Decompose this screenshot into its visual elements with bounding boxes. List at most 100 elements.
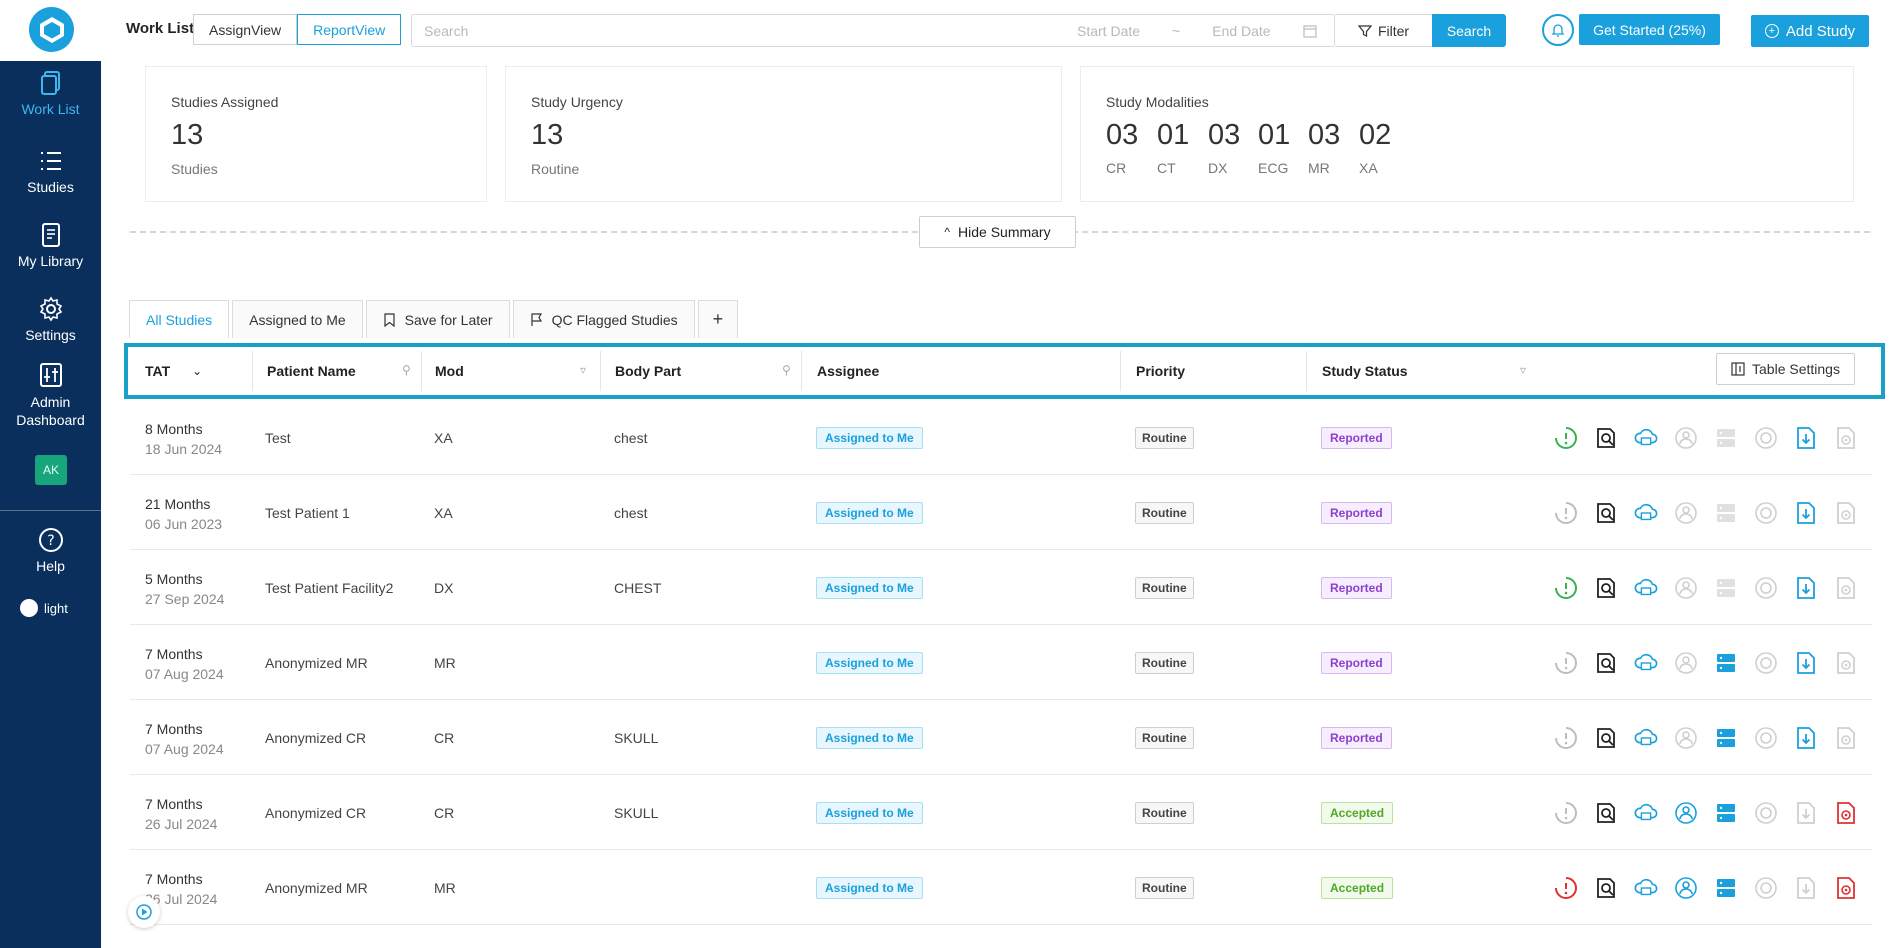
table-row[interactable]: 7 Months 26 Jul 2024 Anonymized CR CR SK… [130, 775, 1872, 850]
patient-name-cell[interactable]: Anonymized CR [265, 730, 367, 746]
sidebar-item-worklist[interactable]: Work List [0, 70, 101, 117]
tab-all-studies[interactable]: All Studies [129, 300, 230, 338]
notifications-button[interactable] [1542, 14, 1574, 46]
tat-clock-icon[interactable] [1554, 426, 1578, 450]
header-body-part[interactable]: Body Part [615, 363, 682, 379]
report-status-icon[interactable] [1834, 426, 1858, 450]
tat-clock-icon[interactable] [1554, 576, 1578, 600]
search-input[interactable] [412, 15, 1052, 46]
report-search-icon[interactable] [1594, 576, 1618, 600]
report-status-icon[interactable] [1834, 801, 1858, 825]
tat-clock-icon[interactable] [1554, 726, 1578, 750]
assignee-badge[interactable]: Assigned to Me [816, 577, 923, 599]
download-report-icon[interactable] [1794, 576, 1818, 600]
filter-icon[interactable]: ▿ [580, 363, 587, 377]
tab-qc-flagged[interactable]: QC Flagged Studies [512, 300, 695, 338]
report-status-icon[interactable] [1834, 576, 1858, 600]
table-row[interactable]: 8 Months 18 Jun 2024 Test XA chest Assig… [130, 400, 1872, 475]
patient-name-cell[interactable]: Anonymized CR [265, 805, 367, 821]
server-icon[interactable] [1714, 651, 1738, 675]
tat-clock-icon[interactable] [1554, 501, 1578, 525]
sidebar-item-admin-dashboard[interactable]: Admin Dashboard [0, 362, 101, 429]
filter-button[interactable]: Filter [1335, 14, 1433, 47]
tab-assigned-to-me[interactable]: Assigned to Me [232, 300, 363, 338]
report-status-icon[interactable] [1834, 651, 1858, 675]
assignee-badge[interactable]: Assigned to Me [816, 877, 923, 899]
report-search-icon[interactable] [1594, 651, 1618, 675]
history-icon[interactable] [1754, 501, 1778, 525]
cloud-viewer-icon[interactable] [1634, 501, 1658, 525]
assign-user-icon[interactable] [1674, 426, 1698, 450]
history-icon[interactable] [1754, 876, 1778, 900]
history-icon[interactable] [1754, 651, 1778, 675]
header-mod[interactable]: Mod [435, 363, 464, 379]
chevron-down-icon[interactable]: ⌄ [192, 364, 203, 378]
report-search-icon[interactable] [1594, 426, 1618, 450]
get-started-button[interactable]: Get Started (25%) [1579, 14, 1720, 45]
assignee-badge[interactable]: Assigned to Me [816, 802, 923, 824]
header-tat[interactable]: TAT ⌄ [145, 363, 203, 379]
app-logo[interactable] [29, 7, 74, 52]
assignee-badge[interactable]: Assigned to Me [816, 727, 923, 749]
cloud-viewer-icon[interactable] [1634, 801, 1658, 825]
download-report-icon[interactable] [1794, 876, 1818, 900]
assignee-badge[interactable]: Assigned to Me [816, 502, 923, 524]
add-study-button[interactable]: + Add Study [1751, 15, 1869, 47]
server-icon[interactable] [1714, 726, 1738, 750]
start-date-field[interactable]: Start Date [1077, 22, 1141, 39]
search-button[interactable]: Search [1432, 14, 1506, 47]
report-view-button[interactable]: ReportView [297, 14, 402, 45]
assignee-badge[interactable]: Assigned to Me [816, 427, 923, 449]
table-row[interactable]: 7 Months 07 Aug 2024 Anonymized CR CR SK… [130, 700, 1872, 775]
assign-user-icon[interactable] [1674, 876, 1698, 900]
patient-name-cell[interactable]: Anonymized MR [265, 880, 368, 896]
report-search-icon[interactable] [1594, 726, 1618, 750]
history-icon[interactable] [1754, 726, 1778, 750]
cloud-viewer-icon[interactable] [1634, 876, 1658, 900]
tat-clock-icon[interactable] [1554, 876, 1578, 900]
patient-name-cell[interactable]: Test Patient Facility2 [265, 580, 394, 596]
sidebar-item-help[interactable]: ? Help [0, 527, 101, 574]
assign-user-icon[interactable] [1674, 651, 1698, 675]
end-date-field[interactable]: End Date [1212, 22, 1271, 39]
patient-name-cell[interactable]: Test [265, 430, 291, 446]
report-search-icon[interactable] [1594, 501, 1618, 525]
cloud-viewer-icon[interactable] [1634, 576, 1658, 600]
patient-name-cell[interactable]: Test Patient 1 [265, 505, 350, 521]
assign-user-icon[interactable] [1674, 726, 1698, 750]
tab-save-for-later[interactable]: Save for Later [365, 300, 510, 338]
table-row[interactable]: 5 Months 27 Sep 2024 Test Patient Facili… [130, 550, 1872, 625]
table-settings-button[interactable]: Table Settings [1716, 353, 1855, 385]
header-assignee[interactable]: Assignee [817, 363, 880, 379]
table-row[interactable]: 21 Months 06 Jun 2023 Test Patient 1 XA … [130, 475, 1872, 550]
assignee-badge[interactable]: Assigned to Me [816, 652, 923, 674]
download-report-icon[interactable] [1794, 726, 1818, 750]
download-report-icon[interactable] [1794, 501, 1818, 525]
search-icon[interactable]: ⚲ [782, 363, 791, 377]
add-tab-button[interactable]: + [697, 300, 739, 338]
assign-user-icon[interactable] [1674, 576, 1698, 600]
report-status-icon[interactable] [1834, 726, 1858, 750]
cloud-viewer-icon[interactable] [1634, 426, 1658, 450]
cloud-viewer-icon[interactable] [1634, 651, 1658, 675]
tat-clock-icon[interactable] [1554, 651, 1578, 675]
history-icon[interactable] [1754, 801, 1778, 825]
download-report-icon[interactable] [1794, 651, 1818, 675]
sidebar-item-studies[interactable]: Studies [0, 148, 101, 195]
table-row[interactable]: 7 Months 26 Jul 2024 Anonymized MR MR As… [130, 850, 1872, 925]
header-study-status[interactable]: Study Status [1322, 363, 1408, 379]
history-icon[interactable] [1754, 426, 1778, 450]
calendar-icon[interactable] [1302, 24, 1317, 38]
header-patient-name[interactable]: Patient Name [267, 363, 356, 379]
report-search-icon[interactable] [1594, 876, 1618, 900]
filter-icon[interactable]: ▿ [1520, 363, 1527, 377]
history-icon[interactable] [1754, 576, 1778, 600]
avatar[interactable]: AK [35, 455, 67, 485]
assign-view-button[interactable]: AssignView [193, 14, 298, 45]
sidebar-item-settings[interactable]: Settings [0, 296, 101, 343]
patient-name-cell[interactable]: Anonymized MR [265, 655, 368, 671]
theme-toggle[interactable]: light [20, 597, 80, 619]
tat-clock-icon[interactable] [1554, 801, 1578, 825]
cloud-viewer-icon[interactable] [1634, 726, 1658, 750]
server-icon[interactable] [1714, 501, 1738, 525]
